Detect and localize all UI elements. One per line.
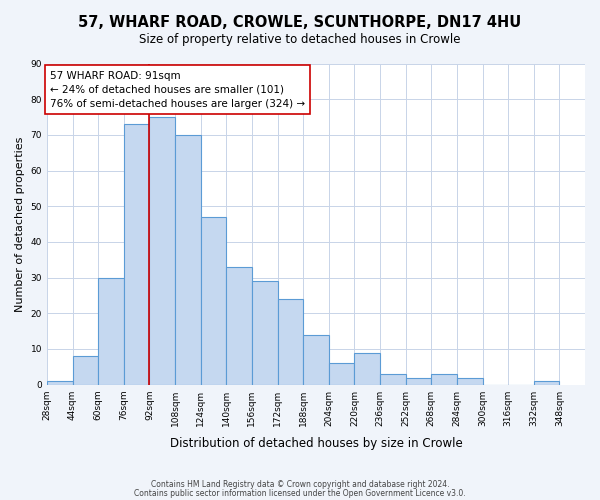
Bar (380, 374, 406, 384)
Text: Contains public sector information licensed under the Open Government Licence v3: Contains public sector information licen… (134, 488, 466, 498)
Bar (278, 299, 303, 384)
Bar (226, 267, 252, 384)
Bar (534, 381, 559, 384)
Text: Contains HM Land Registry data © Crown copyright and database right 2024.: Contains HM Land Registry data © Crown c… (151, 480, 449, 489)
Text: Size of property relative to detached houses in Crowle: Size of property relative to detached ho… (139, 32, 461, 46)
Bar (98, 278, 124, 384)
Bar (175, 135, 200, 384)
Bar (149, 117, 175, 384)
Bar (355, 352, 380, 384)
Bar (303, 334, 329, 384)
Bar (124, 124, 149, 384)
Bar (457, 378, 482, 384)
Bar (200, 217, 226, 384)
Text: 57 WHARF ROAD: 91sqm
← 24% of detached houses are smaller (101)
76% of semi-deta: 57 WHARF ROAD: 91sqm ← 24% of detached h… (50, 70, 305, 108)
Bar (47, 381, 73, 384)
Bar (406, 378, 431, 384)
Bar (431, 374, 457, 384)
Bar (73, 356, 98, 384)
Bar (329, 363, 355, 384)
X-axis label: Distribution of detached houses by size in Crowle: Distribution of detached houses by size … (170, 437, 463, 450)
Bar (252, 281, 278, 384)
Y-axis label: Number of detached properties: Number of detached properties (15, 136, 25, 312)
Text: 57, WHARF ROAD, CROWLE, SCUNTHORPE, DN17 4HU: 57, WHARF ROAD, CROWLE, SCUNTHORPE, DN17… (79, 15, 521, 30)
